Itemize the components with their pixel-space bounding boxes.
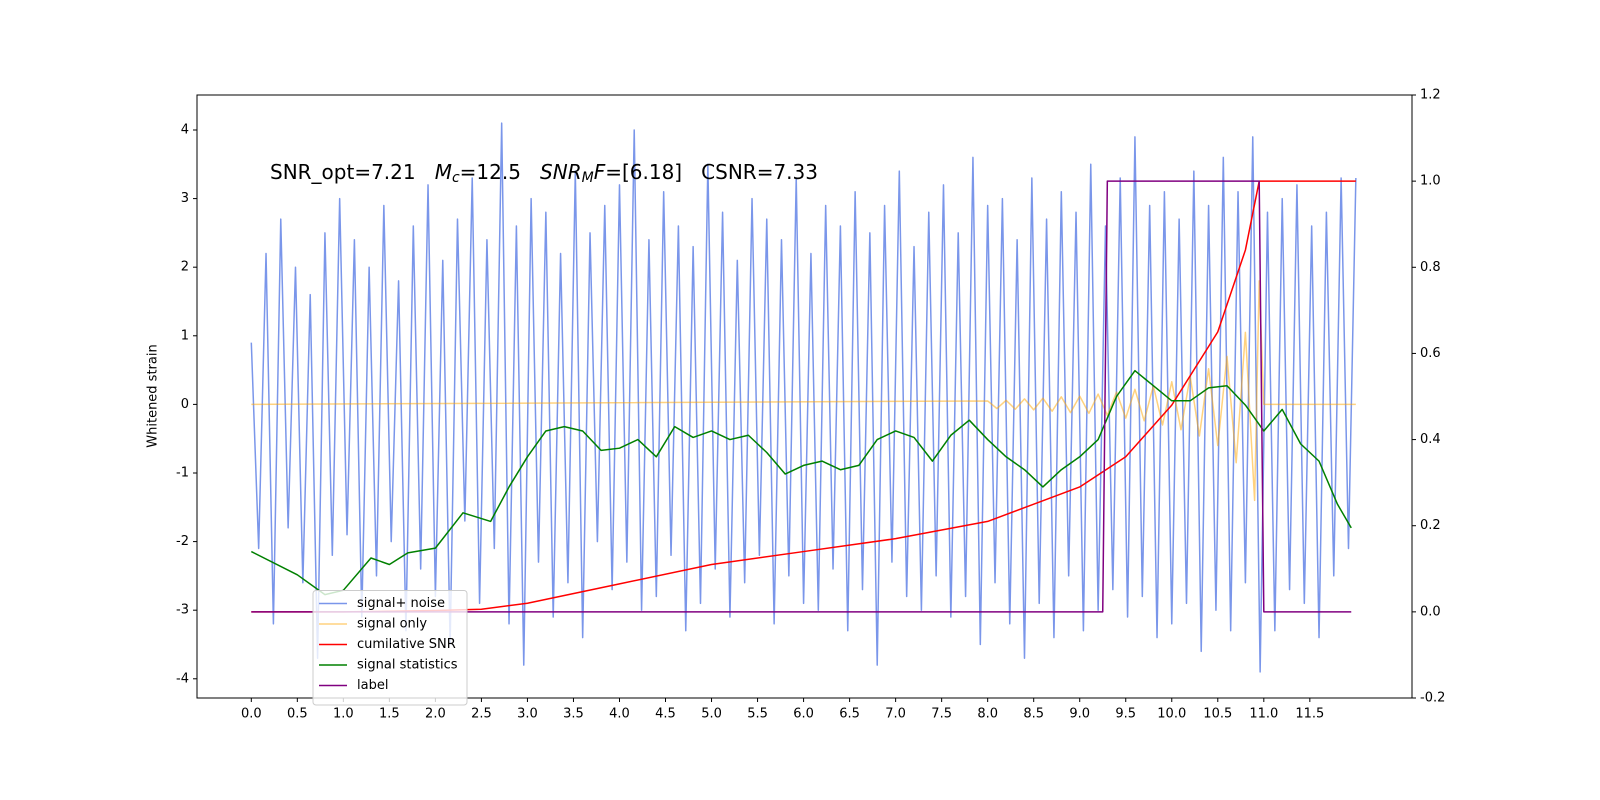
y-tick-label: -3	[176, 603, 189, 618]
y-tick-label: -1	[176, 465, 189, 480]
legend-label: signal+ noise	[357, 596, 445, 611]
y2-tick-label: -0.2	[1420, 691, 1445, 706]
x-tick-label: 10.5	[1203, 707, 1232, 722]
x-tick-label: 5.5	[747, 707, 768, 722]
legend-label: signal statistics	[357, 658, 458, 673]
y-tick-label: 1	[181, 328, 189, 343]
annotation-part: M	[582, 170, 594, 186]
annotation-part: =12.5	[460, 160, 540, 184]
x-tick-label: 0.5	[287, 707, 308, 722]
legend: signal+ noise signal only cumilative SNR si…	[312, 590, 468, 706]
x-tick-label: 3.0	[517, 707, 538, 722]
x-tick-label: 8.0	[977, 707, 998, 722]
series-line	[251, 180, 1356, 613]
legend-label: cumilative SNR	[357, 637, 456, 652]
x-tick-label: 6.0	[793, 707, 814, 722]
x-tick-label: 1.0	[333, 707, 354, 722]
annotation-part: =[6.18] CSNR=7.33	[605, 160, 818, 184]
y-axis-label: Whitened strain	[146, 344, 161, 447]
x-tick-label: 11.0	[1249, 707, 1278, 722]
annotation-part: SNR	[540, 160, 582, 184]
x-tick-label: 0.0	[241, 707, 262, 722]
legend-box	[312, 590, 468, 706]
x-tick-label: 6.5	[839, 707, 860, 722]
x-tick-label: 3.5	[563, 707, 584, 722]
annotation: SNR_opt=7.21 Mc=12.5 SNRMF=[6.18] CSNR=7…	[270, 160, 818, 187]
y-tick-label: -2	[176, 534, 189, 549]
y2-tick-label: 0.6	[1420, 346, 1441, 361]
series-line	[250, 122, 1357, 673]
y-tick-label: 3	[181, 191, 189, 206]
y2-tick-label: 0.8	[1420, 260, 1441, 275]
legend-label: signal only	[357, 617, 427, 632]
annotation-part: c	[452, 170, 460, 186]
y-tick-label: 2	[181, 260, 189, 275]
x-tick-label: 1.5	[379, 707, 400, 722]
annotation-part: M	[435, 160, 452, 184]
y-tick-label: 0	[181, 397, 189, 412]
x-tick-label: 4.0	[609, 707, 630, 722]
y2-tick-label: 1.0	[1420, 174, 1441, 189]
x-tick-label: 9.0	[1069, 707, 1090, 722]
legend-label: label	[357, 678, 388, 693]
y-tick-label: 4	[181, 122, 189, 137]
x-tick-label: 7.5	[931, 707, 952, 722]
x-tick-label: 4.5	[655, 707, 676, 722]
x-tick-label: 2.0	[425, 707, 446, 722]
y-tick-label: -4	[176, 671, 189, 686]
x-tick-label: 2.5	[471, 707, 492, 722]
x-tick-label: 7.0	[885, 707, 906, 722]
y2-tick-label: 0.4	[1420, 432, 1441, 447]
x-tick-label: 5.0	[701, 707, 722, 722]
x-tick-label: 11.5	[1295, 707, 1324, 722]
x-tick-label: 10.0	[1157, 707, 1186, 722]
series-line	[250, 369, 1352, 596]
annotation-part: SNR_opt=7.21	[270, 160, 435, 184]
y2-tick-label: 1.2	[1420, 88, 1441, 103]
plot-area	[250, 122, 1357, 673]
series-line	[251, 180, 1352, 613]
x-tick-label: 9.5	[1115, 707, 1136, 722]
y2-tick-label: 0.0	[1420, 604, 1441, 619]
y2-tick-label: 0.2	[1420, 518, 1441, 533]
series-line	[251, 280, 1356, 502]
annotation-part: F	[594, 160, 606, 184]
x-tick-label: 8.5	[1023, 707, 1044, 722]
axes-frame	[196, 94, 1413, 699]
